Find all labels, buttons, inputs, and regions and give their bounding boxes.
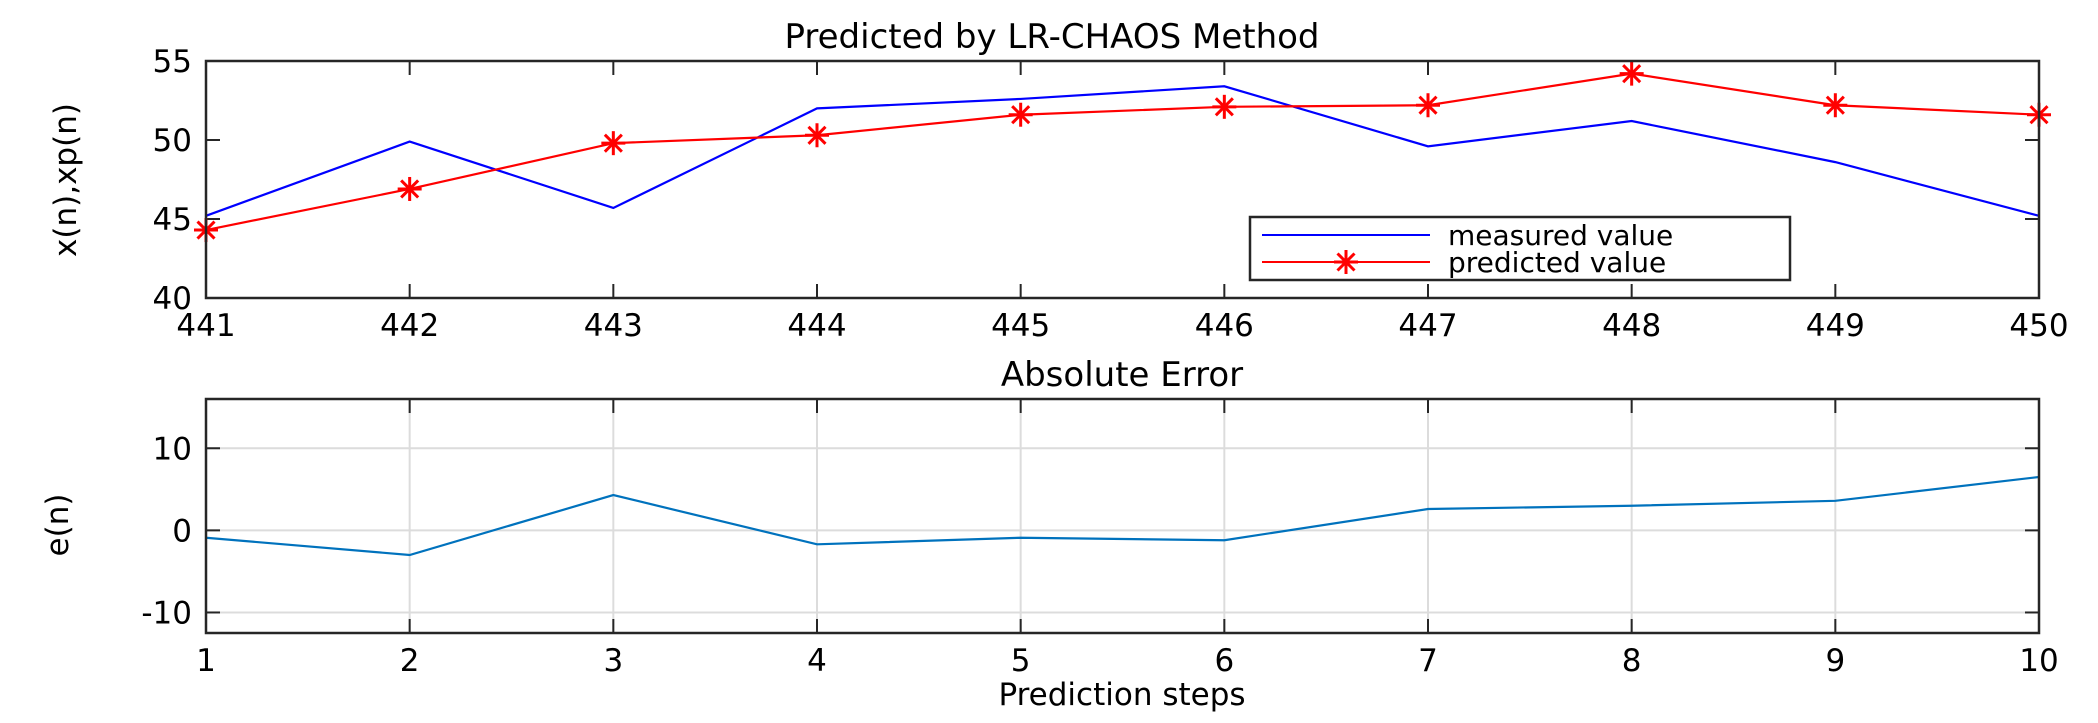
error-x-tick-label: 3 [603,643,623,679]
prediction-y-tick-label: 55 [153,44,192,80]
prediction-chart-title: Predicted by LR-CHAOS Method [784,17,1319,57]
legend-predicted-marker [1334,250,1358,274]
prediction-x-tick-label: 450 [2009,308,2068,344]
prediction-legend: measured value predicted value [1248,215,1792,282]
prediction-axis-ticks: 441 442 443 444 445 446 447 448 449 450 40 45 50 55 [153,44,2069,344]
error-plot-frame [204,397,2041,635]
prediction-x-tick-label: 441 [176,308,235,344]
error-x-tick-label: 1 [196,643,216,679]
error-x-tick-label: 4 [807,643,827,679]
legend-measured-label: measured value [1448,219,1673,252]
error-y-tick-label: -10 [141,595,192,631]
prediction-y-tick-label: 40 [153,281,192,317]
prediction-x-tick-label: 445 [991,308,1050,344]
error-panel: Absolute Error 1 2 3 4 5 6 7 8 9 10 -10 0 10 e(n) Pr… [40,355,2059,713]
error-x-tick-label: 2 [400,643,420,679]
prediction-panel: Predicted by LR-CHAOS Method 441 442 443 44… [48,17,2069,344]
error-grid [205,399,2040,633]
measured-value-line [205,85,2040,217]
error-x-axis-label: Prediction steps [998,677,1245,713]
prediction-x-tick-label: 443 [584,308,643,344]
error-x-tick-label: 9 [1825,643,1845,679]
prediction-x-tick-label: 444 [787,308,846,344]
predicted-value-point [1823,93,1848,118]
prediction-x-tick-label: 448 [1602,308,1661,344]
prediction-x-tick-label: 449 [1806,308,1865,344]
prediction-x-tick-label: 447 [1398,308,1457,344]
prediction-y-tick-label: 45 [153,202,192,238]
predicted-value-point [601,131,626,156]
legend-predicted-label: predicted value [1448,246,1666,279]
predicted-value-line [205,72,2040,232]
predicted-value-point [1416,93,1440,118]
predicted-value-point [1008,102,1033,127]
error-x-tick-label: 8 [1622,643,1642,679]
error-y-axis-label: e(n) [40,494,76,557]
predicted-value-point [1212,94,1237,119]
error-series [205,475,2040,557]
prediction-x-tick-label: 442 [380,308,439,344]
error-x-tick-label: 10 [2019,643,2058,679]
prediction-series [194,61,2051,243]
predicted-value-point [805,123,829,148]
prediction-y-axis-label: x(n),xp(n) [48,103,84,257]
predicted-value-point [397,176,422,201]
error-x-tick-label: 5 [1011,643,1031,679]
prediction-plot-frame [204,59,2041,300]
error-x-tick-label: 7 [1418,643,1438,679]
prediction-x-tick-label: 446 [1195,308,1254,344]
error-y-tick-label: 10 [153,431,192,467]
error-chart-title: Absolute Error [1001,355,1243,395]
predicted-value-point [1619,61,1644,86]
prediction-y-tick-label: 50 [153,123,192,159]
error-x-tick-label: 6 [1214,643,1234,679]
error-line [205,475,2040,557]
error-y-tick-label: 0 [172,513,192,549]
